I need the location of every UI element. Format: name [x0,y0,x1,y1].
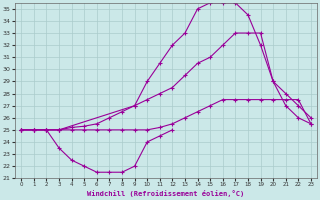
X-axis label: Windchill (Refroidissement éolien,°C): Windchill (Refroidissement éolien,°C) [87,190,245,197]
